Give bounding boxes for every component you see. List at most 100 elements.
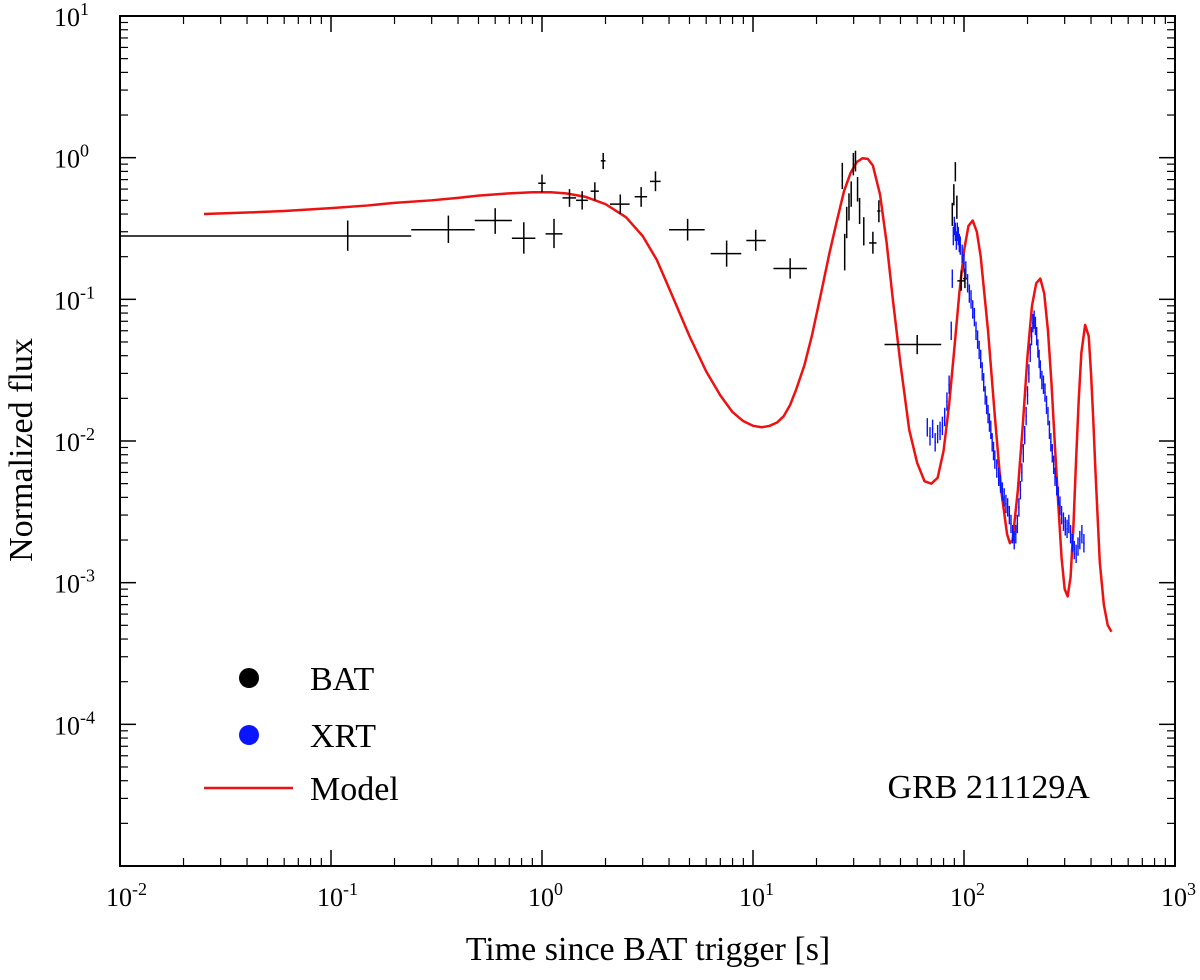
xrt-point — [1062, 512, 1065, 531]
xrt-point — [1079, 530, 1081, 550]
bat-point — [845, 206, 848, 239]
xrt-point — [1010, 514, 1012, 534]
xrt-point — [1075, 544, 1077, 564]
xrt-point — [1066, 519, 1068, 539]
xrt-point — [1057, 486, 1060, 506]
bat-point — [609, 194, 630, 215]
xrt-point — [1030, 326, 1033, 346]
xrt-point — [970, 290, 972, 309]
xrt-point — [1003, 488, 1005, 507]
xrt-point — [968, 284, 971, 303]
x-tick-label: 102 — [950, 879, 985, 912]
xrt-point — [971, 300, 974, 319]
bat-point — [951, 202, 954, 226]
legend-marker-bat — [239, 668, 259, 688]
xrt-point — [1077, 537, 1079, 556]
xrt-point — [1033, 310, 1035, 329]
xrt-point — [1011, 525, 1014, 544]
bat-point — [562, 189, 577, 207]
bat-point — [953, 184, 955, 206]
bat-point — [538, 174, 546, 193]
xrt-point — [951, 269, 954, 288]
bat-point — [877, 200, 881, 223]
bat-point — [856, 177, 859, 202]
xrt-point — [1015, 525, 1017, 544]
bat-point — [858, 197, 861, 225]
bat-point — [863, 217, 865, 246]
x-axis-label: Time since BAT trigger [s] — [466, 931, 831, 968]
xrt-point — [1071, 534, 1074, 553]
y-tick-label: 10-1 — [54, 282, 95, 315]
xrt-point — [1052, 455, 1055, 475]
y-tick-label: 10-3 — [54, 566, 95, 599]
y-tick-label: 100 — [54, 141, 89, 174]
bat-point — [746, 229, 766, 251]
xrt-point — [1042, 375, 1045, 394]
xrt-point — [1047, 406, 1049, 426]
xrt-point — [1021, 463, 1023, 482]
xrt-point — [1018, 498, 1020, 517]
y-tick-label: 10-2 — [54, 424, 95, 457]
bat-point — [120, 220, 412, 251]
y-axis-label: Normalized flux — [3, 338, 40, 562]
xrt-point — [1051, 444, 1053, 463]
xrt-point — [1039, 360, 1042, 379]
xrt-point — [1038, 349, 1040, 369]
xrt-point — [926, 418, 929, 437]
bat-point — [773, 258, 807, 279]
xrt-point — [1068, 514, 1070, 534]
bat-point — [841, 162, 844, 190]
xrt-point — [1013, 530, 1015, 550]
model-curve-layer — [203, 157, 1113, 633]
xrt-point — [1001, 482, 1004, 501]
bat-point — [956, 195, 958, 219]
xrt-point — [1008, 505, 1011, 525]
bat-point — [843, 233, 846, 271]
bat-point — [710, 240, 742, 267]
x-tick-label: 103 — [1161, 879, 1196, 912]
x-tick-label: 10-1 — [317, 879, 358, 912]
xrt-point — [1016, 514, 1019, 534]
xrt-point — [1069, 525, 1072, 544]
xrt-point — [991, 433, 993, 452]
xrt-point — [1055, 477, 1058, 496]
axes: 10-2 10-1 100 101 102 103 10-4 10-3 10-2 10-1 100 1… — [54, 0, 1196, 912]
xrt-points-layer — [926, 216, 1085, 564]
xrt-point — [965, 261, 967, 280]
grb-annotation: GRB 211129A — [888, 769, 1091, 806]
plot-frame — [119, 15, 1176, 867]
xrt-point — [978, 340, 980, 360]
xrt-point — [988, 413, 991, 432]
xrt-point — [1054, 467, 1056, 486]
xrt-point — [966, 274, 969, 293]
xrt-point — [959, 236, 961, 255]
xrt-point — [982, 373, 985, 392]
xrt-point — [1005, 494, 1007, 514]
xrt-point — [994, 450, 996, 469]
xrt-point — [963, 254, 965, 273]
xrt-point — [929, 427, 931, 446]
xrt-point — [979, 349, 982, 369]
xrt-point — [1029, 343, 1031, 362]
xrt-point — [1073, 540, 1075, 560]
xrt-point — [981, 362, 983, 381]
xrt-point — [984, 386, 986, 405]
xrt-point — [941, 416, 944, 436]
xrt-point — [999, 474, 1002, 493]
bat-point — [848, 193, 850, 221]
model-line — [203, 157, 1113, 633]
xrt-point — [1025, 406, 1027, 426]
xrt-point — [948, 375, 950, 394]
xrt-point — [987, 404, 989, 424]
xrt-point — [985, 395, 988, 415]
xrt-point — [1041, 370, 1043, 390]
xrt-point — [1045, 395, 1048, 415]
bat-point — [850, 181, 852, 207]
xrt-point — [946, 392, 948, 411]
xrt-point — [976, 330, 979, 349]
xrt-point — [961, 244, 963, 263]
xrt-point — [1019, 480, 1022, 500]
x-tick-label: 10-2 — [106, 879, 147, 912]
xrt-point — [1037, 339, 1039, 358]
bat-point — [634, 187, 648, 207]
